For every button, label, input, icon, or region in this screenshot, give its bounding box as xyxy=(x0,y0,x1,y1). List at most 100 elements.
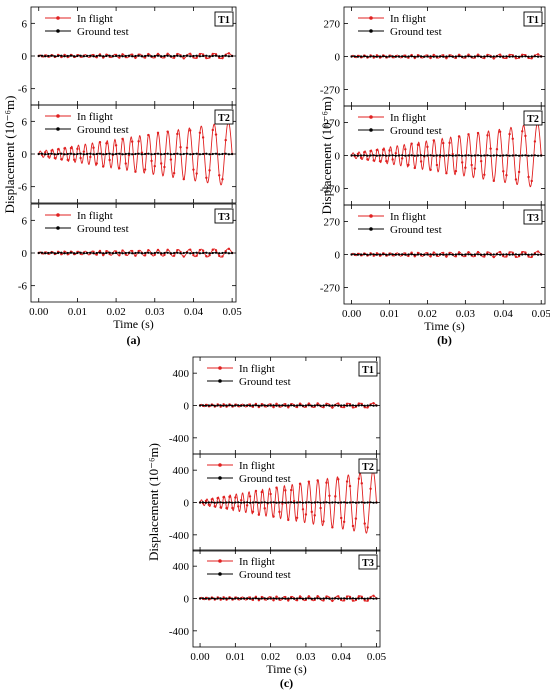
series-ground-test-point xyxy=(37,251,40,255)
series-ground-test-point xyxy=(82,55,85,58)
series-ground-test-point xyxy=(451,253,454,256)
series-in-flight-point xyxy=(445,57,448,60)
panel-tag-label: T3 xyxy=(362,558,374,569)
series-in-flight-point xyxy=(445,255,448,258)
series-ground-test-point xyxy=(216,404,219,407)
series-in-flight-point xyxy=(234,496,237,499)
series-ground-test-point xyxy=(210,404,213,407)
series-in-flight-point xyxy=(307,480,311,483)
series-ground-test-point xyxy=(228,501,231,504)
series-in-flight-point xyxy=(272,515,275,518)
series-ground-test-point xyxy=(182,251,185,255)
series-ground-test-point xyxy=(76,54,79,58)
series-ground-test-point xyxy=(98,251,102,254)
series-in-flight-point xyxy=(410,142,413,145)
series-ground-test-point xyxy=(448,55,451,58)
series-ground-test-point xyxy=(470,253,473,256)
series-ground-test-point xyxy=(429,154,432,157)
series-ground-test-point xyxy=(492,154,495,157)
series-ground-test-point xyxy=(420,55,423,58)
y-tick-label: 0 xyxy=(335,250,341,262)
series-ground-test-point xyxy=(92,55,95,58)
series-ground-test-point xyxy=(295,501,299,504)
series-ground-test-point xyxy=(340,597,343,600)
series-in-flight-point xyxy=(124,162,127,165)
series-ground-test-point xyxy=(205,251,208,254)
series-ground-test-point xyxy=(201,501,205,504)
series-ground-test-point xyxy=(204,597,208,600)
series-ground-test-point xyxy=(56,152,60,156)
series-ground-test-point xyxy=(505,253,508,256)
series-ground-test-point xyxy=(304,597,308,600)
series-ground-test-point xyxy=(457,154,461,157)
y-tick-label: 0 xyxy=(335,52,341,64)
series-ground-test-point xyxy=(263,404,266,407)
series-ground-test-point xyxy=(60,54,63,57)
series-ground-test-point xyxy=(483,55,486,58)
series-in-flight-point xyxy=(351,524,355,528)
series-ground-test-point xyxy=(124,251,127,255)
series-ground-test-point xyxy=(150,55,153,58)
series-ground-test-point xyxy=(356,253,360,256)
series-ground-test-point xyxy=(66,54,69,58)
series-ground-test-point xyxy=(438,253,442,256)
series-ground-test-point xyxy=(192,251,195,255)
series-ground-test-point xyxy=(527,55,530,58)
y-tick-label: 0 xyxy=(335,151,341,163)
series-in-flight-point xyxy=(195,172,198,175)
series-ground-test-point xyxy=(295,404,299,407)
series-in-flight-point xyxy=(102,165,105,168)
series-in-flight-point xyxy=(517,170,521,174)
series-ground-test-point xyxy=(517,253,521,256)
series-ground-test-point xyxy=(394,55,397,58)
series-ground-test-point xyxy=(37,152,40,156)
series-in-flight-point xyxy=(366,526,369,529)
x-tick-label: 0.02 xyxy=(106,306,125,318)
panel-tag-box xyxy=(214,11,234,27)
series-in-flight-point xyxy=(60,157,63,161)
series-in-flight-point xyxy=(205,176,208,179)
series-in-flight-point xyxy=(50,149,53,152)
series-ground-test-point xyxy=(169,252,172,255)
series-ground-test-point xyxy=(316,597,319,600)
series-ground-test-point xyxy=(219,404,222,407)
series-ground-test-point xyxy=(540,253,543,256)
series-ground-test-point xyxy=(47,251,50,255)
series-ground-test-point xyxy=(360,404,363,407)
series-ground-test-point xyxy=(499,55,502,58)
series-ground-test-point xyxy=(514,253,518,256)
series-ground-test-point xyxy=(214,152,218,155)
series-ground-test-point xyxy=(82,252,85,255)
series-in-flight-point xyxy=(316,479,319,482)
series-in-flight-point xyxy=(331,599,334,603)
series-ground-test-point xyxy=(118,152,121,155)
series-in-flight-point xyxy=(92,146,95,149)
series-ground-test-point xyxy=(284,597,287,600)
series-ground-test-point xyxy=(372,253,375,256)
series-in-flight-point xyxy=(147,52,150,56)
series-ground-test-point xyxy=(343,597,346,600)
y-tick-label: 0 xyxy=(184,401,190,413)
series-ground-test-point xyxy=(234,501,237,504)
series-ground-test-point xyxy=(166,54,169,57)
series-ground-test-point xyxy=(429,253,432,256)
series-in-flight-point xyxy=(121,249,124,252)
series-in-flight-point xyxy=(137,249,140,253)
series-in-flight-point xyxy=(163,253,166,257)
series-in-flight-point xyxy=(134,170,137,173)
series-ground-test-point xyxy=(278,597,281,600)
series-ground-test-point xyxy=(118,54,121,57)
series-in-flight-point xyxy=(337,478,340,481)
series-ground-test-point xyxy=(353,253,356,256)
series-ground-test-point xyxy=(480,154,483,157)
series-in-flight-point xyxy=(98,249,102,253)
series-ground-test-point xyxy=(372,154,375,157)
series-ground-test-point xyxy=(461,154,464,157)
panel-tag-box xyxy=(214,109,234,125)
series-in-flight-point xyxy=(121,137,124,141)
series-ground-test-point xyxy=(111,55,114,58)
series-in-flight-point xyxy=(360,482,363,485)
